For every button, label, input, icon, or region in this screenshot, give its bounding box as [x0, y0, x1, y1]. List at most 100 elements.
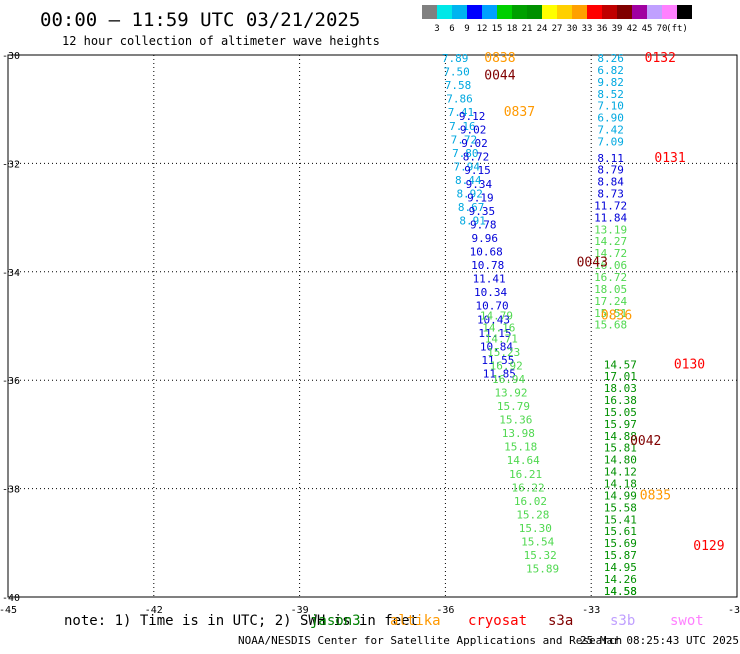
- color-scale-swatch: [437, 5, 452, 19]
- wave-height-label: 14.71: [485, 332, 518, 345]
- color-scale-label: 30: [567, 24, 578, 34]
- wave-height-label: 8.26: [597, 52, 624, 65]
- wave-height-label: 18.03: [604, 382, 637, 395]
- wave-height-label: 15.69: [604, 537, 637, 550]
- wave-height-label: 7.10: [597, 100, 624, 113]
- color-scale-label: 39: [612, 24, 623, 34]
- wave-height-label: 9.12: [459, 110, 486, 123]
- color-scale-swatch: [602, 5, 617, 19]
- wave-height-label: 8.92: [456, 188, 483, 201]
- wave-height-label: 11.15: [478, 327, 511, 340]
- legend-item-cryosat: cryosat: [468, 613, 527, 629]
- x-tick-label: -45: [0, 605, 17, 616]
- color-scale-label: 15: [492, 24, 503, 34]
- footer-credit: NOAA/NESDIS Center for Satellite Applica…: [238, 634, 622, 647]
- color-scale-label: 21: [522, 24, 533, 34]
- wave-height-label: 15.28: [516, 508, 549, 521]
- color-scale-swatch: [572, 5, 587, 19]
- wave-height-label: 8.52: [597, 88, 624, 101]
- wave-height-label: 11.85: [483, 367, 516, 380]
- color-scale-swatch: [587, 5, 602, 19]
- footer-timestamp: 25 Mar 08:25:43 UTC 2025: [580, 634, 739, 647]
- wave-height-label: 15.68: [594, 319, 627, 332]
- wave-height-label: 10.84: [480, 340, 513, 353]
- x-tick-label: -36: [436, 605, 454, 616]
- wave-height-label: 7.89: [442, 52, 469, 65]
- wave-height-label: 15.23: [487, 346, 520, 359]
- track-label: 0130: [674, 357, 705, 372]
- wave-height-label: 8.79: [597, 164, 624, 177]
- color-scale-swatch: [482, 5, 497, 19]
- wave-height-label: 16.94: [492, 373, 525, 386]
- wave-height-label: 14.18: [604, 478, 637, 491]
- color-scale-label: 12: [477, 24, 488, 34]
- track-label: 0838: [484, 51, 515, 66]
- color-scale-swatch: [557, 5, 572, 19]
- wave-height-label: 10.70: [475, 300, 508, 313]
- wave-height-label: 15.81: [604, 442, 637, 455]
- wave-height-label: 15.36: [499, 414, 532, 427]
- track-label: 0835: [640, 488, 671, 503]
- wave-height-label: 14.57: [604, 358, 637, 371]
- wave-height-label: 15.05: [604, 406, 637, 419]
- wave-height-label: 7.80: [452, 147, 479, 160]
- wave-height-label: 13.92: [494, 386, 527, 399]
- wave-height-label: 8.73: [597, 188, 624, 201]
- color-scale-swatch: [452, 5, 467, 19]
- wave-height-label: 10.68: [470, 246, 503, 259]
- wave-height-label: 8.72: [463, 151, 490, 164]
- chart-title: 00:00 – 11:59 UTC 03/21/2025: [40, 9, 360, 31]
- plot-axes: -45 -42 -39 -36 -33 -30 -30 -32 -34 -36 -38 -40: [0, 51, 740, 616]
- color-scale-label: 3: [434, 24, 439, 34]
- chart-subtitle: 12 hour collection of altimeter wave hei…: [62, 34, 380, 48]
- y-tick-label: -36: [2, 376, 20, 387]
- wave-height-label: 8.67: [458, 201, 485, 214]
- wave-height-label: 16.38: [604, 394, 637, 407]
- color-scale-swatch: [527, 5, 542, 19]
- wave-height-label: 7.72: [451, 133, 478, 146]
- wave-height-label: 15.89: [526, 563, 559, 576]
- x-tick-label: -30: [728, 605, 740, 616]
- legend-item-altika: altika: [390, 613, 441, 629]
- x-tick-label: -39: [291, 605, 309, 616]
- track-label: 0836: [601, 308, 632, 323]
- wave-height-label: 6.82: [597, 64, 624, 77]
- color-scale-label: 9: [464, 24, 469, 34]
- wave-height-label: 14.72: [594, 247, 627, 260]
- track-label: 0837: [504, 105, 535, 120]
- wave-height-label: 7.50: [443, 66, 470, 79]
- track-label: 0043: [577, 255, 608, 270]
- wave-height-label: 8.11: [597, 152, 624, 165]
- wave-height-label: 15.30: [519, 522, 552, 535]
- wave-height-label: 15.61: [604, 525, 637, 538]
- wave-height-label: 15.32: [524, 549, 557, 562]
- wave-height-label: 15.54: [521, 536, 554, 549]
- wave-height-label: 8.91: [459, 215, 486, 228]
- wave-height-label: 14.88: [604, 430, 637, 443]
- wave-height-label: 9.02: [461, 137, 488, 150]
- wave-height-label: 17.24: [594, 295, 627, 308]
- wave-height-label: 14.80: [604, 454, 637, 467]
- x-tick-label: -33: [582, 605, 600, 616]
- color-scale-label: 24: [537, 24, 548, 34]
- wave-height-label: 10.78: [471, 259, 504, 272]
- wave-height-label: 16.06: [594, 259, 627, 272]
- color-scale-label: 45: [642, 24, 653, 34]
- color-scale-swatch: [497, 5, 512, 19]
- color-scale-label: 6: [449, 24, 454, 34]
- y-tick-label: -32: [2, 159, 20, 170]
- wave-height-label: 9.34: [466, 178, 493, 191]
- color-scale: 3 6 9 12 15 18 21 24 27 30 33 36 39 42 45 70(ft): [422, 5, 692, 34]
- color-scale-swatch: [647, 5, 662, 19]
- wave-height-label: 9.82: [597, 76, 624, 89]
- wave-height-label: 11.55: [481, 354, 514, 367]
- wave-height-label: 11.84: [594, 211, 627, 224]
- color-scale-label: 33: [582, 24, 593, 34]
- track-label: 0132: [645, 51, 676, 66]
- wave-height-label: 14.12: [604, 466, 637, 479]
- wave-height-label: 14.27: [594, 235, 627, 248]
- y-tick-label: -34: [2, 268, 20, 279]
- color-scale-label: 18: [507, 24, 518, 34]
- color-scale-swatch: [512, 5, 527, 19]
